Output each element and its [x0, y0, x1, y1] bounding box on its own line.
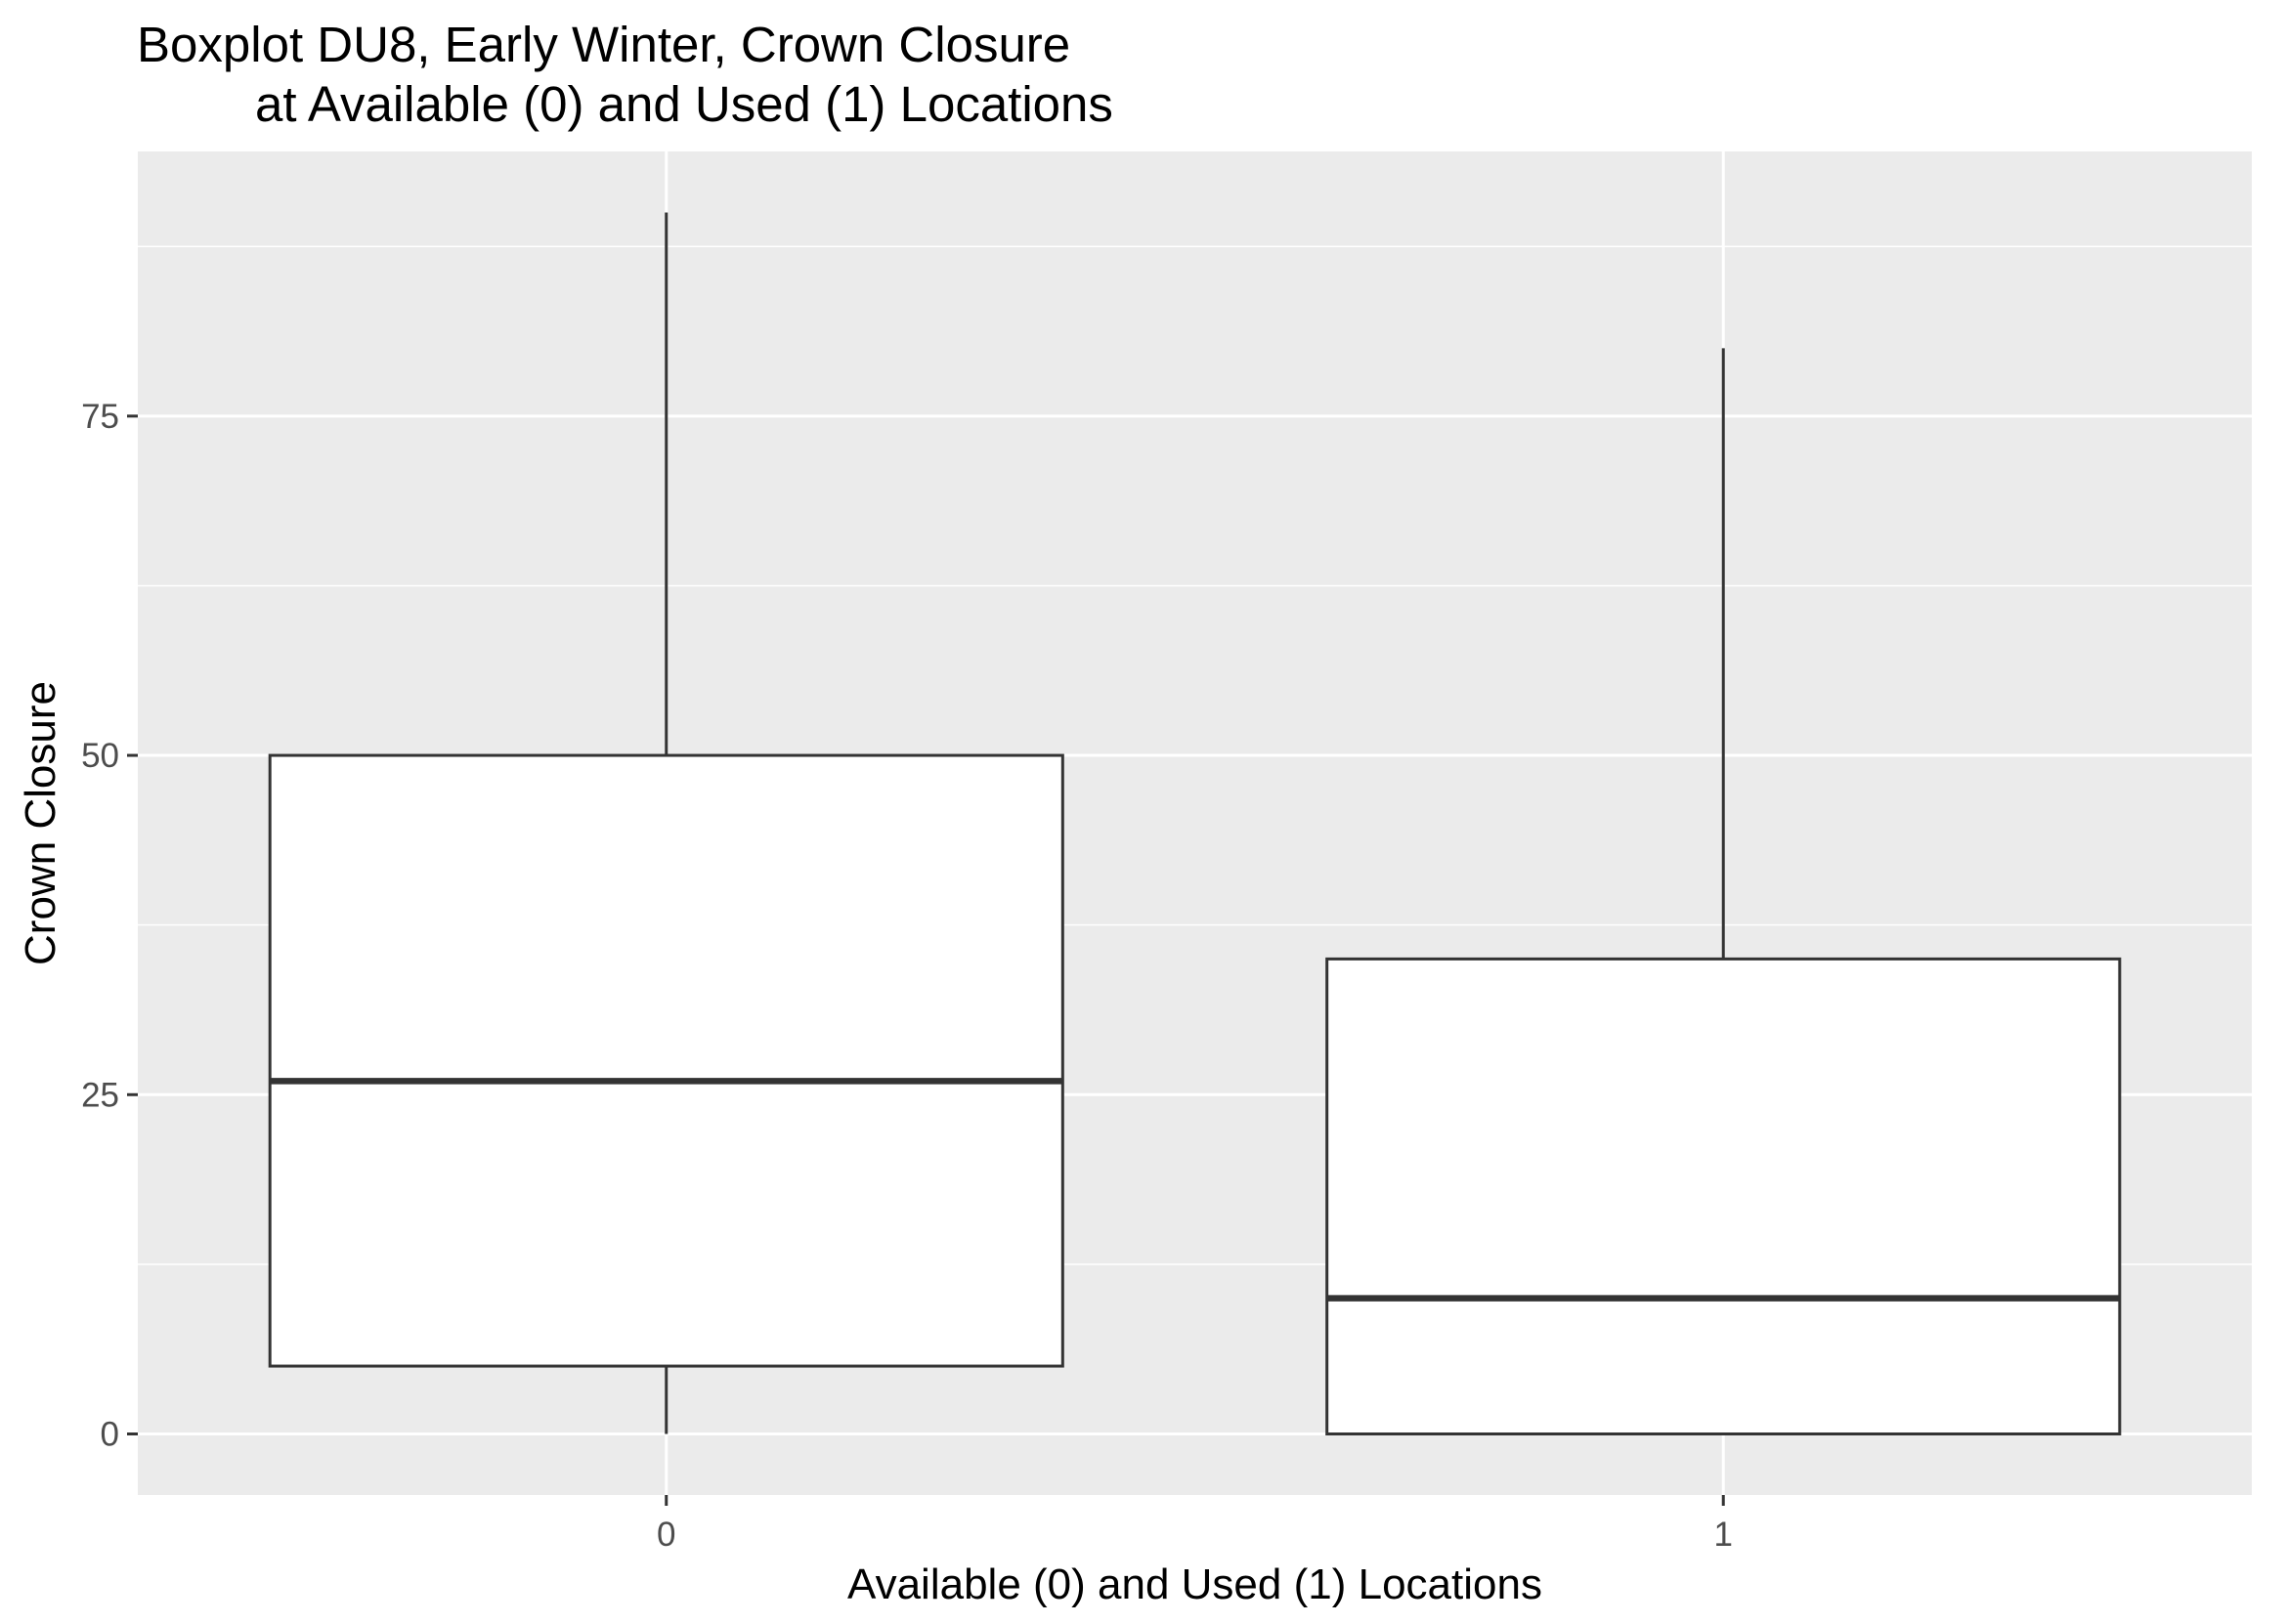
- box-0: [268, 212, 1064, 1434]
- chart-title-line-2: at Available (0) and Used (1) Locations: [255, 76, 1113, 132]
- box-iqr: [268, 753, 1064, 1368]
- y-axis: 0 25 50 75: [81, 398, 138, 1454]
- y-tick-label: 25: [81, 1076, 119, 1114]
- x-tick-label: 1: [1714, 1516, 1733, 1554]
- box-1: [1325, 348, 2122, 1436]
- y-axis-label: Crown Closure: [17, 681, 65, 965]
- boxes: [268, 212, 2122, 1436]
- y-tick-label: 50: [81, 737, 119, 775]
- box-iqr: [1325, 957, 2122, 1436]
- x-axis-label: Available (0) and Used (1) Locations: [847, 1560, 1542, 1608]
- chart-title-line-1: Boxplot DU8, Early Winter, Crown Closure: [137, 17, 1071, 72]
- x-tick-label: 0: [657, 1516, 675, 1554]
- y-tick-label: 75: [81, 398, 119, 436]
- y-tick-label: 0: [101, 1416, 119, 1454]
